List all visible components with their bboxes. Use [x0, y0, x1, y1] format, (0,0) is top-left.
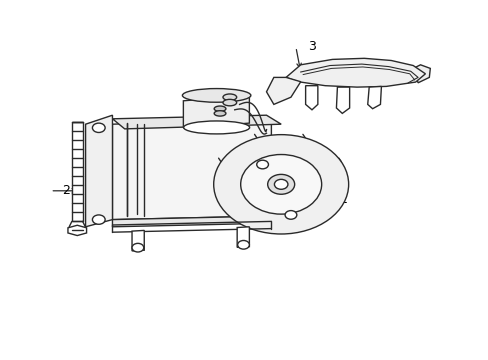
Text: 3: 3: [307, 40, 315, 53]
Polygon shape: [68, 225, 86, 235]
Polygon shape: [112, 216, 271, 227]
Ellipse shape: [223, 94, 236, 100]
Polygon shape: [367, 86, 381, 109]
Circle shape: [237, 240, 249, 249]
Polygon shape: [412, 65, 429, 83]
Polygon shape: [132, 230, 144, 251]
Polygon shape: [183, 95, 249, 128]
Text: 1: 1: [339, 193, 347, 206]
Polygon shape: [285, 58, 425, 87]
Circle shape: [213, 135, 348, 234]
Ellipse shape: [214, 111, 225, 116]
Circle shape: [267, 174, 294, 194]
Polygon shape: [72, 122, 82, 221]
Text: 2: 2: [62, 184, 70, 197]
Circle shape: [256, 160, 268, 169]
Polygon shape: [266, 77, 300, 104]
Polygon shape: [85, 115, 112, 227]
Circle shape: [92, 123, 105, 132]
Circle shape: [285, 211, 296, 219]
Circle shape: [92, 215, 105, 224]
Polygon shape: [305, 86, 317, 110]
Ellipse shape: [214, 106, 225, 112]
Polygon shape: [112, 119, 271, 220]
Polygon shape: [237, 227, 249, 247]
Circle shape: [132, 243, 143, 252]
Ellipse shape: [182, 89, 250, 102]
Ellipse shape: [223, 99, 236, 106]
Ellipse shape: [183, 121, 249, 134]
Circle shape: [240, 154, 321, 214]
Polygon shape: [336, 87, 349, 113]
Circle shape: [274, 179, 287, 189]
Polygon shape: [112, 115, 281, 129]
